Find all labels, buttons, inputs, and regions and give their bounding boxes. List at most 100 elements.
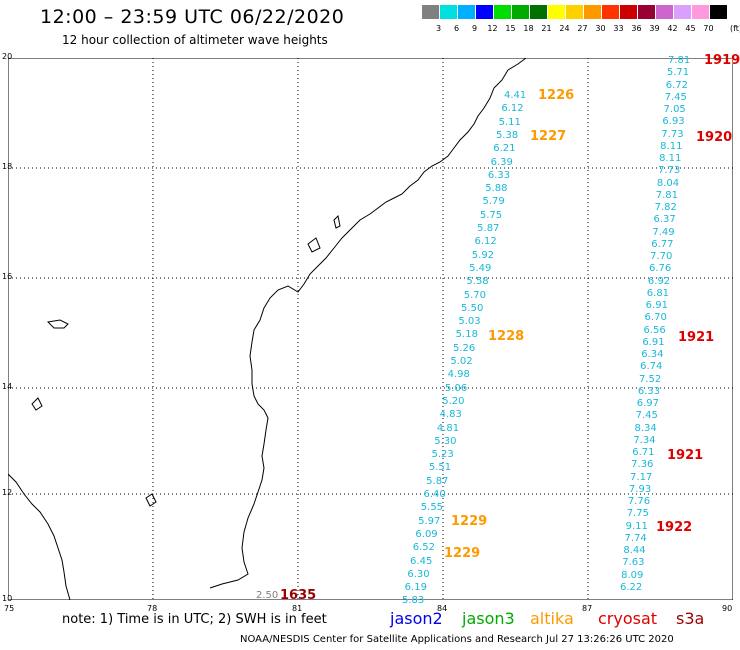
legend-tick-label: 27: [577, 24, 588, 33]
legend-jason3: jason3: [462, 609, 515, 628]
legend-tick-label: 36: [631, 24, 642, 33]
pass-time-label: 1229: [444, 546, 481, 561]
swh-value: 8.04: [656, 177, 680, 189]
swh-value: 6.52: [412, 542, 435, 554]
swh-value: 6.30: [407, 568, 430, 580]
swh-value: 9.11: [625, 520, 648, 532]
legend-swatch: [566, 5, 583, 19]
swh-value: 7.05: [663, 104, 686, 115]
swh-value: 6.21: [493, 143, 516, 155]
swh-value: 8.44: [623, 545, 646, 556]
swh-value: 6.91: [642, 336, 665, 348]
legend-tick-label: 3: [435, 24, 442, 33]
swh-value: 7.52: [638, 373, 662, 385]
pass-time-label: 1922: [656, 520, 693, 535]
swh-value: 5.71: [666, 67, 690, 79]
island-small-1: [46, 319, 69, 329]
swh-value: 7.45: [635, 410, 658, 422]
swh-value: 4.83: [439, 409, 462, 421]
swh-value: 4.81: [436, 422, 460, 434]
swh-value: 7.75: [626, 508, 649, 520]
swh-value: 8.09: [621, 569, 644, 581]
swh-value: 7.49: [652, 226, 675, 238]
island-small-2: [31, 397, 43, 411]
swh-value: 6.97: [636, 398, 659, 409]
swh-value: 7.76: [627, 496, 651, 507]
swh-value: 7.73: [657, 165, 681, 177]
swh-value: 5.11: [498, 116, 521, 128]
legend-s3a: s3a: [676, 609, 705, 628]
legend-tick-label: 6: [453, 24, 460, 33]
legend-swatch: [674, 5, 691, 19]
s3a-value: 2.50: [256, 590, 279, 601]
swh-value: 7.81: [655, 189, 678, 201]
graticule: [8, 58, 733, 600]
swh-value: 6.81: [646, 287, 670, 299]
legend-swatch: [476, 5, 493, 19]
swh-value: 8.34: [634, 422, 657, 434]
swh-value: 5.55: [420, 502, 444, 514]
pass-time-label: 1920: [696, 130, 733, 145]
legend-tick-label: 33: [613, 24, 624, 33]
lat-label-10: 10: [2, 594, 13, 603]
swh-value: 6.92: [647, 275, 671, 287]
swh-value: 5.92: [471, 249, 495, 261]
pass-time-label: 1227: [530, 129, 567, 144]
swh-value: 6.45: [410, 555, 433, 567]
pass-time-label: 1228: [488, 329, 525, 344]
legend-swatch: [692, 5, 709, 19]
swh-value: 6.77: [651, 238, 674, 250]
legend-tick-label: 18: [523, 24, 534, 33]
swh-value: 6.70: [644, 312, 667, 324]
lat-label-18: 18: [2, 162, 13, 171]
legend-swatch: [458, 5, 475, 19]
coastline: [8, 58, 527, 600]
legend-tick-label: 12: [487, 24, 498, 33]
pass-time-label: 1919: [704, 53, 740, 68]
lat-label-14: 14: [2, 382, 13, 391]
legend-tick-label: 45: [685, 24, 696, 33]
swh-value: 7.34: [633, 434, 656, 446]
swh-value: 5.06: [444, 382, 468, 394]
lon-label-90: 90: [722, 604, 733, 613]
legend-cryosat: cryosat: [598, 609, 658, 628]
swh-value: 6.22: [620, 581, 643, 593]
swh-value: 5.20: [442, 395, 465, 407]
legend-swatch: [530, 5, 547, 19]
swh-value: 5.70: [463, 289, 486, 301]
swh-value: 6.74: [640, 361, 663, 373]
swh-value: 5.51: [428, 462, 452, 474]
swh-value: 6.40: [423, 489, 446, 500]
swh-value: 6.71: [632, 447, 655, 458]
map-frame: [8, 58, 733, 600]
swh-value: 7.70: [650, 251, 673, 262]
footnote: note: 1) Time is in UTC; 2) SWH is in fe…: [62, 612, 327, 627]
swh-value: 5.79: [482, 196, 505, 208]
pass-time-label: 1226: [538, 88, 575, 103]
lon-label-84: 84: [437, 604, 448, 613]
swh-value: 5.97: [418, 515, 441, 527]
coastline-main: [209, 58, 527, 589]
swh-value: 6.12: [501, 103, 524, 115]
swh-value: 6.72: [665, 79, 689, 91]
swh-value: 6.76: [649, 263, 672, 275]
legend-tick-label: 15: [505, 24, 516, 33]
swh-value: 6.56: [643, 324, 666, 336]
swh-value: 6.09: [415, 528, 438, 540]
legend-swatch: [548, 5, 565, 19]
swh-value: 4.98: [447, 369, 470, 381]
swh-value: 5.83: [402, 595, 425, 607]
swh-value: 6.93: [662, 116, 685, 128]
swh-value: 7.63: [622, 557, 645, 569]
swh-value: 6.39: [490, 156, 513, 168]
swh-value: 8.11: [660, 140, 683, 152]
legend-swatch: [710, 5, 727, 19]
pass-time-label: 1229: [451, 514, 488, 529]
swh-value: 5.30: [434, 435, 457, 447]
island-small-5: [333, 214, 341, 229]
credit-line: NOAA/NESDIS Center for Satellite Applica…: [240, 634, 674, 645]
swh-value: 6.19: [404, 582, 427, 594]
legend-tick-label: 24: [559, 24, 570, 33]
swh-value: 5.58: [466, 276, 489, 288]
